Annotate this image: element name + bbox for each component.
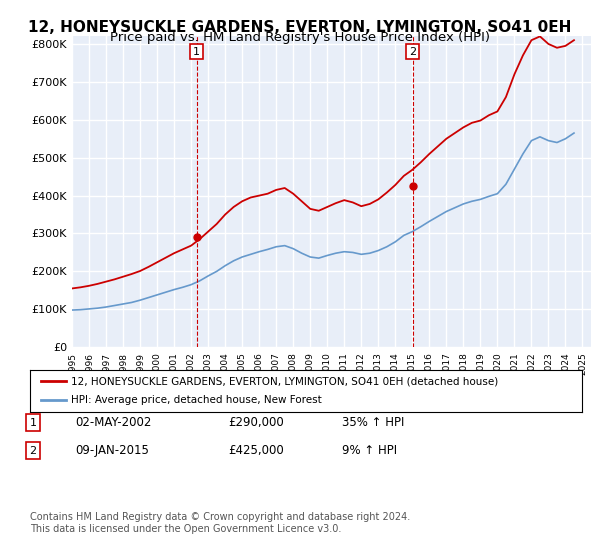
Text: 1: 1	[193, 46, 200, 57]
Text: 2: 2	[409, 46, 416, 57]
Text: HPI: Average price, detached house, New Forest: HPI: Average price, detached house, New …	[71, 395, 322, 405]
Text: 1: 1	[29, 418, 37, 428]
Text: Contains HM Land Registry data © Crown copyright and database right 2024.
This d: Contains HM Land Registry data © Crown c…	[30, 512, 410, 534]
Text: 12, HONEYSUCKLE GARDENS, EVERTON, LYMINGTON, SO41 0EH (detached house): 12, HONEYSUCKLE GARDENS, EVERTON, LYMING…	[71, 376, 499, 386]
Text: Price paid vs. HM Land Registry's House Price Index (HPI): Price paid vs. HM Land Registry's House …	[110, 31, 490, 44]
Text: £290,000: £290,000	[228, 416, 284, 430]
Text: 2: 2	[29, 446, 37, 456]
Text: 35% ↑ HPI: 35% ↑ HPI	[342, 416, 404, 430]
Text: 12, HONEYSUCKLE GARDENS, EVERTON, LYMINGTON, SO41 0EH: 12, HONEYSUCKLE GARDENS, EVERTON, LYMING…	[28, 20, 572, 35]
Text: 02-MAY-2002: 02-MAY-2002	[75, 416, 151, 430]
Text: £425,000: £425,000	[228, 444, 284, 458]
Text: 9% ↑ HPI: 9% ↑ HPI	[342, 444, 397, 458]
Text: 09-JAN-2015: 09-JAN-2015	[75, 444, 149, 458]
